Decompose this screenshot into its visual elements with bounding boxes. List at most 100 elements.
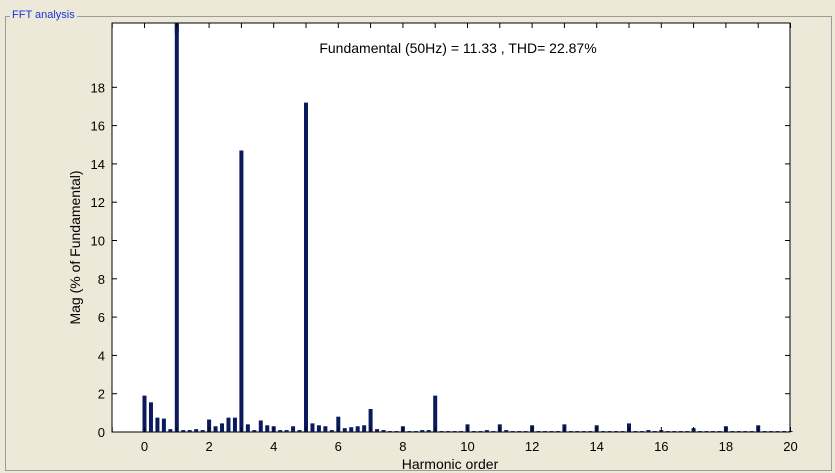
bar xyxy=(355,426,360,432)
bar xyxy=(678,431,683,432)
bar xyxy=(782,431,787,432)
x-tick-label: 4 xyxy=(270,439,277,454)
bar xyxy=(342,428,347,432)
bar xyxy=(148,402,153,432)
bar xyxy=(504,430,509,432)
bar xyxy=(413,431,418,432)
y-tick-label: 10 xyxy=(91,234,105,249)
bar xyxy=(155,417,160,432)
bar xyxy=(478,431,483,432)
x-tick-label: 0 xyxy=(141,439,148,454)
x-tick-label: 14 xyxy=(589,439,603,454)
bar xyxy=(536,431,541,432)
bar xyxy=(730,431,735,432)
y-tick-label: 14 xyxy=(91,157,105,172)
bar xyxy=(439,431,444,432)
bar xyxy=(297,430,302,432)
bar xyxy=(665,431,670,432)
bar xyxy=(368,409,373,432)
bar xyxy=(433,395,438,432)
x-tick-label: 6 xyxy=(335,439,342,454)
bar xyxy=(394,431,399,432)
y-tick-label: 16 xyxy=(91,119,105,134)
axis-ticks: 0 2 4 6 8 10 12 14 16 18 20 0 2 4 6 8 10 12 14 16 18 xyxy=(91,23,798,454)
bar xyxy=(704,431,709,432)
bar xyxy=(174,23,179,432)
bar xyxy=(187,430,192,432)
bar xyxy=(232,417,237,432)
bar xyxy=(523,431,528,432)
bar xyxy=(717,431,722,432)
bar xyxy=(426,430,431,432)
bar xyxy=(575,431,580,432)
plot-area xyxy=(111,22,791,433)
bar xyxy=(736,431,741,432)
bar xyxy=(349,427,354,432)
bar xyxy=(200,430,205,432)
bar xyxy=(194,429,199,432)
bar xyxy=(459,431,464,432)
bar xyxy=(278,430,283,432)
bar xyxy=(607,431,612,432)
bar xyxy=(310,423,315,432)
y-axis-title: Mag (% of Fundamental) xyxy=(67,170,83,324)
bar xyxy=(568,431,573,432)
bar xyxy=(323,426,328,432)
bar xyxy=(375,429,380,432)
bar xyxy=(517,431,522,432)
bar xyxy=(304,102,308,433)
x-tick-label: 8 xyxy=(399,439,406,454)
bar xyxy=(420,430,425,432)
bar xyxy=(245,424,250,432)
bar xyxy=(452,431,457,432)
bar xyxy=(710,431,715,432)
x-tick-label: 10 xyxy=(460,439,474,454)
bar xyxy=(614,431,619,432)
x-tick-label: 18 xyxy=(719,439,733,454)
bar xyxy=(652,431,657,432)
bar xyxy=(762,431,767,432)
x-axis-title: Harmonic order xyxy=(402,456,499,472)
y-tick-label: 2 xyxy=(98,387,105,402)
bar xyxy=(491,431,496,432)
bar xyxy=(698,431,703,432)
bar xyxy=(207,419,212,432)
bar xyxy=(549,431,554,432)
bar xyxy=(471,431,476,432)
bar xyxy=(381,430,386,432)
y-tick-label: 0 xyxy=(98,425,105,440)
bar xyxy=(749,431,754,432)
bar xyxy=(336,416,341,432)
bar xyxy=(329,430,334,432)
y-tick-label: 18 xyxy=(91,80,105,95)
y-tick-label: 8 xyxy=(98,272,105,287)
bar xyxy=(775,431,780,432)
bar xyxy=(252,430,257,432)
bar xyxy=(672,431,677,432)
x-tick-label: 2 xyxy=(205,439,212,454)
bar xyxy=(265,425,270,432)
bar xyxy=(226,417,231,432)
bar-series xyxy=(142,23,793,433)
bar xyxy=(239,150,244,432)
bar xyxy=(484,430,489,432)
bar xyxy=(769,431,774,432)
bar xyxy=(213,426,218,432)
x-tick-label: 12 xyxy=(525,439,539,454)
bar xyxy=(387,431,392,432)
bar xyxy=(181,430,186,432)
bar xyxy=(168,429,173,432)
bar xyxy=(743,431,748,432)
bar xyxy=(639,431,644,432)
bar xyxy=(633,431,638,432)
chart-title: Fundamental (50Hz) = 11.33 , THD= 22.87% xyxy=(319,40,596,56)
panel-title: FFT analysis xyxy=(10,9,77,21)
bar xyxy=(446,431,451,432)
bar xyxy=(601,431,606,432)
x-tick-label: 20 xyxy=(783,439,797,454)
bar xyxy=(291,426,296,432)
bar xyxy=(581,431,586,432)
y-tick-label: 4 xyxy=(98,348,105,363)
bar xyxy=(543,431,548,432)
